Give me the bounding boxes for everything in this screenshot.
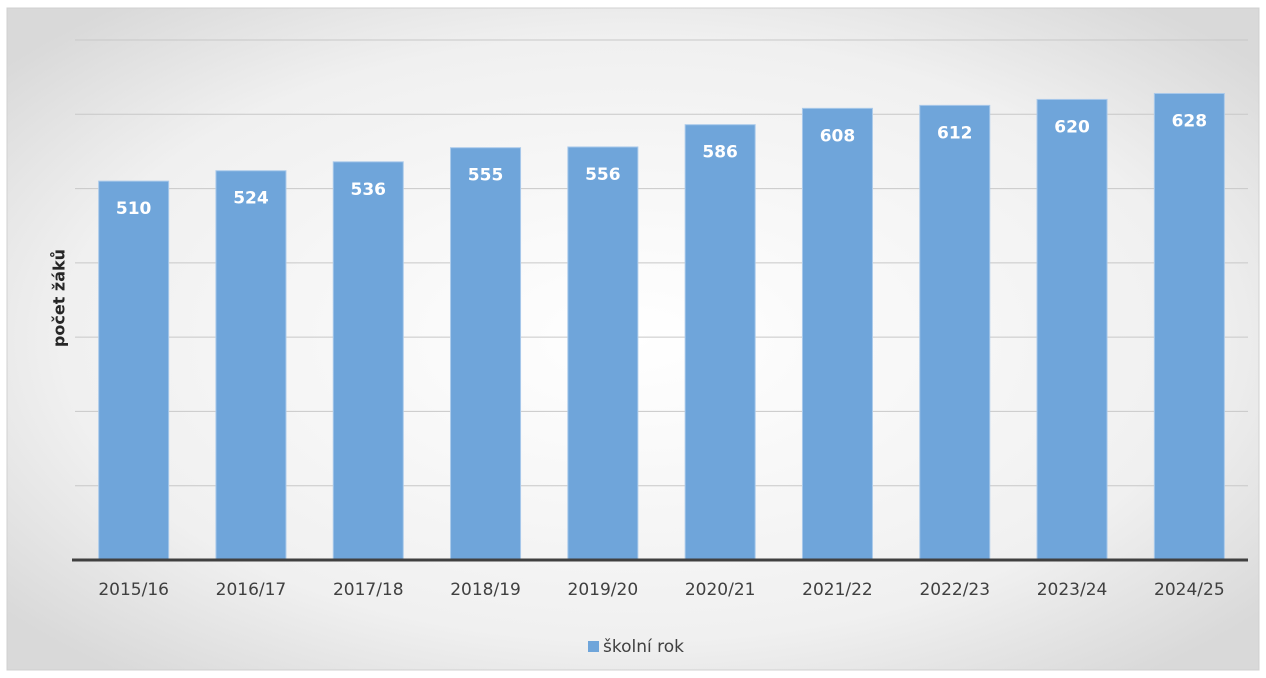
data-label: 586	[702, 143, 738, 163]
data-label: 628	[1172, 111, 1208, 131]
x-tick-label: 2021/22	[802, 580, 873, 600]
bar	[684, 124, 756, 561]
data-label: 608	[820, 126, 856, 146]
data-label: 536	[351, 180, 387, 200]
bar	[1153, 92, 1225, 561]
bar	[215, 170, 287, 561]
x-tick-label: 2018/19	[450, 580, 521, 600]
x-tick-label: 2020/21	[685, 580, 756, 600]
data-label: 524	[233, 189, 269, 209]
x-tick-label: 2017/18	[333, 580, 404, 600]
bar	[801, 107, 873, 561]
bar	[1036, 98, 1108, 561]
x-tick-label: 2024/25	[1154, 580, 1225, 600]
x-tick-label: 2015/16	[98, 580, 169, 600]
x-tick-label: 2023/24	[1037, 580, 1108, 600]
y-axis-title: počet žáků	[50, 249, 69, 347]
data-label: 510	[116, 199, 152, 219]
legend-swatch	[588, 641, 599, 652]
bar	[332, 161, 404, 561]
x-tick-label: 2022/23	[919, 580, 990, 600]
bar	[98, 180, 170, 561]
data-label: 620	[1054, 117, 1090, 137]
x-tick-label: 2016/17	[216, 580, 287, 600]
bar	[919, 104, 991, 561]
x-tick-label: 2019/20	[568, 580, 639, 600]
bar	[450, 147, 522, 561]
legend-label: školní rok	[603, 637, 684, 657]
data-label: 555	[468, 166, 504, 186]
bar	[567, 146, 639, 561]
data-label: 612	[937, 123, 973, 143]
data-label: 556	[585, 165, 621, 185]
